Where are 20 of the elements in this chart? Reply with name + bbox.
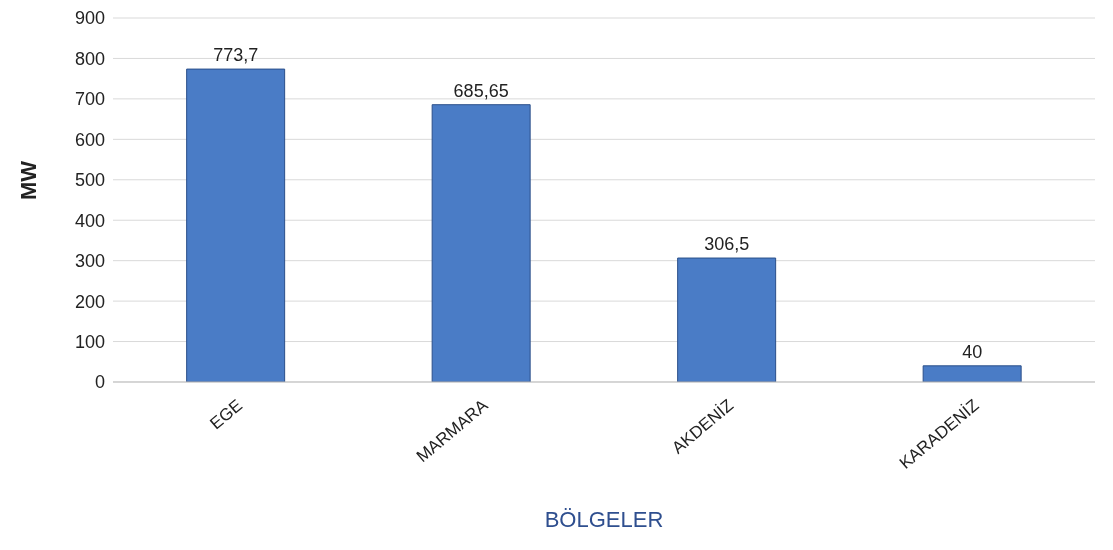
y-tick-label: 200: [74, 291, 105, 312]
y-tick-label: 100: [74, 331, 105, 352]
data-label: 40: [962, 341, 983, 362]
y-tick-label: 600: [74, 129, 105, 150]
data-label: 773,7: [213, 45, 259, 66]
y-tick-label: 300: [74, 251, 105, 272]
bar: [922, 365, 1022, 382]
bar: [186, 68, 286, 382]
bar: [431, 104, 531, 382]
y-tick-label: 800: [74, 48, 105, 69]
y-tick-label: 700: [74, 89, 105, 110]
y-tick-label: 900: [74, 8, 105, 29]
y-tick-label: 0: [94, 372, 105, 393]
data-label: 306,5: [704, 234, 750, 255]
y-axis-title: MW: [15, 160, 41, 200]
data-label: 685,65: [453, 80, 509, 101]
bar: [677, 257, 777, 382]
y-tick-label: 500: [74, 170, 105, 191]
x-axis-title: BÖLGELER: [544, 507, 664, 532]
y-tick-label: 400: [74, 210, 105, 231]
